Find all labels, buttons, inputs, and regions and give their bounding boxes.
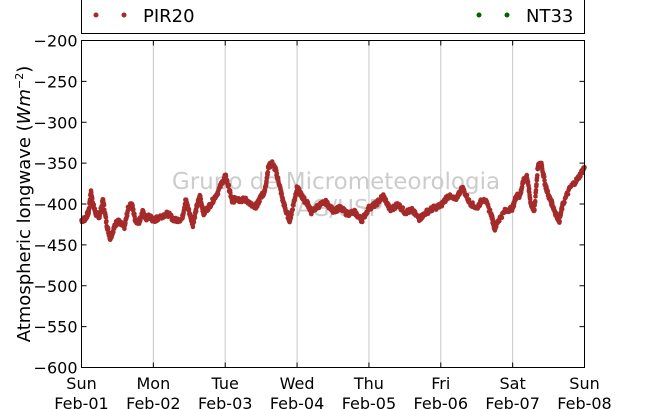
data-point [190, 224, 196, 230]
data-point [526, 186, 532, 192]
data-point [186, 207, 192, 212]
y-tick-label: −600 [34, 359, 78, 378]
x-tick-label-date: Feb-03 [198, 394, 252, 409]
data-point [360, 219, 365, 225]
data-point [542, 178, 547, 183]
y-axis-label-exponent: −2 [13, 73, 26, 89]
x-tick-label-date: Feb-04 [270, 394, 324, 409]
data-point [534, 182, 539, 187]
x-tick-label-day: Tue [211, 374, 239, 393]
x-tick-label-day: Sun [569, 374, 599, 393]
data-point [541, 174, 547, 180]
x-tick-label-date: Feb-02 [126, 394, 180, 409]
data-point [215, 191, 221, 197]
y-tick-label: −250 [34, 72, 78, 91]
y-axis-label: Atmospheric longwave (Wm−2) [13, 66, 35, 343]
data-point [487, 207, 493, 213]
data-point [499, 215, 505, 221]
x-tick-label-date: Feb-08 [557, 394, 611, 409]
data-point [290, 207, 296, 212]
data-point [192, 215, 198, 220]
data-point [532, 207, 537, 213]
y-tick-label: −500 [34, 277, 78, 296]
data-point [533, 194, 538, 199]
data-point [131, 207, 136, 212]
legend: PIR20 NT33 [81, 0, 585, 34]
y-tick-label: −450 [34, 236, 78, 255]
data-point [533, 188, 539, 193]
x-tick-label-day: Fri [431, 374, 450, 393]
y-tick-label: −300 [34, 113, 78, 132]
y-tick-label: −550 [34, 318, 78, 337]
data-point [565, 191, 571, 197]
data-points [79, 159, 587, 242]
data-point [257, 198, 262, 204]
y-tick-label: −200 [34, 32, 78, 51]
data-point [91, 202, 97, 207]
data-point [111, 230, 116, 235]
data-point [122, 226, 127, 232]
data-point [397, 202, 403, 207]
data-point [101, 202, 107, 208]
data-point [274, 171, 280, 176]
data-point [191, 219, 197, 225]
x-tick-label-day: Wed [280, 374, 315, 393]
data-point [497, 218, 502, 224]
data-point [132, 214, 137, 219]
y-tick-label: −400 [34, 195, 78, 214]
data-point [105, 226, 111, 231]
data-point [559, 206, 565, 212]
x-tick-label-day: Mon [136, 374, 170, 393]
data-point [89, 196, 95, 202]
x-tick-label-date: Feb-06 [414, 394, 468, 409]
legend-marker-pir20 [121, 12, 127, 18]
data-point [464, 192, 470, 198]
x-tick-label-date: Feb-05 [342, 394, 396, 409]
data-point [557, 219, 562, 224]
data-point [87, 205, 92, 211]
y-axis-label-close: ) [14, 66, 35, 73]
data-point [562, 200, 567, 205]
legend-label-nt33: NT33 [526, 6, 573, 27]
data-point [532, 198, 538, 204]
legend-marker-nt33 [504, 12, 510, 18]
data-point [226, 183, 232, 188]
data-point [527, 196, 533, 202]
x-axis: SunFeb-01MonFeb-02TueFeb-03WedFeb-04ThuF… [54, 40, 612, 409]
data-point [535, 173, 540, 178]
data-point [223, 173, 229, 179]
y-axis-label-text: Atmospheric longwave ( [14, 124, 35, 342]
y-tick-label: −350 [34, 154, 78, 173]
data-point [103, 215, 109, 220]
x-tick-label-day: Thu [353, 374, 384, 393]
x-tick-label-day: Sat [500, 374, 526, 393]
data-point [104, 218, 109, 224]
legend-label-pir20: PIR20 [143, 6, 195, 27]
x-tick-label-date: Feb-01 [54, 394, 108, 409]
x-tick-label-day: Sun [66, 374, 96, 393]
legend-marker-pir20 [93, 12, 99, 18]
y-axis-label-unit: Wm [14, 89, 35, 124]
data-point [265, 169, 271, 175]
data-point [458, 191, 463, 196]
y-axis: −200 −250 −300 −350 −400 −450 −500 −550 −600 [34, 32, 585, 378]
legend-box [81, 0, 585, 34]
data-point [198, 196, 204, 202]
legend-marker-nt33 [476, 12, 482, 18]
x-tick-label-date: Feb-07 [485, 394, 539, 409]
data-point [218, 184, 223, 190]
data-point [400, 205, 406, 210]
data-point [193, 209, 199, 214]
